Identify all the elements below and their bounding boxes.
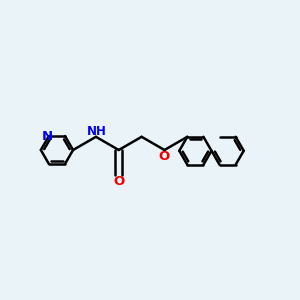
Text: O: O xyxy=(159,150,170,163)
Text: O: O xyxy=(113,175,124,188)
Text: NH: NH xyxy=(86,125,106,138)
Text: N: N xyxy=(42,130,53,142)
